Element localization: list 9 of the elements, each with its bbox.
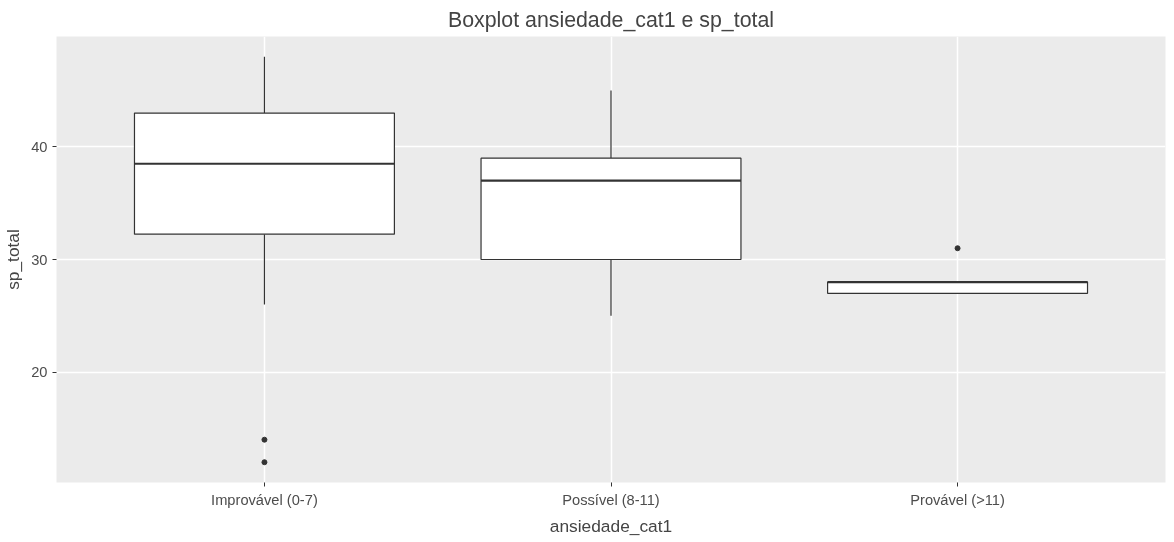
y-tick-label: 40 bbox=[31, 138, 48, 155]
x-axis-title: ansiedade_cat1 bbox=[549, 515, 673, 536]
y-axis-title: sp_total bbox=[3, 229, 24, 290]
x-tick-label: Improvável (0-7) bbox=[211, 491, 318, 508]
x-tick-label: Possível (8-11) bbox=[562, 491, 660, 508]
chart-title: Boxplot ansiedade_cat1 e sp_total bbox=[447, 7, 775, 32]
y-tick-label: 30 bbox=[31, 251, 48, 268]
x-tick-label: Provável (>11) bbox=[910, 491, 1005, 508]
y-tick-label: 20 bbox=[31, 364, 48, 381]
